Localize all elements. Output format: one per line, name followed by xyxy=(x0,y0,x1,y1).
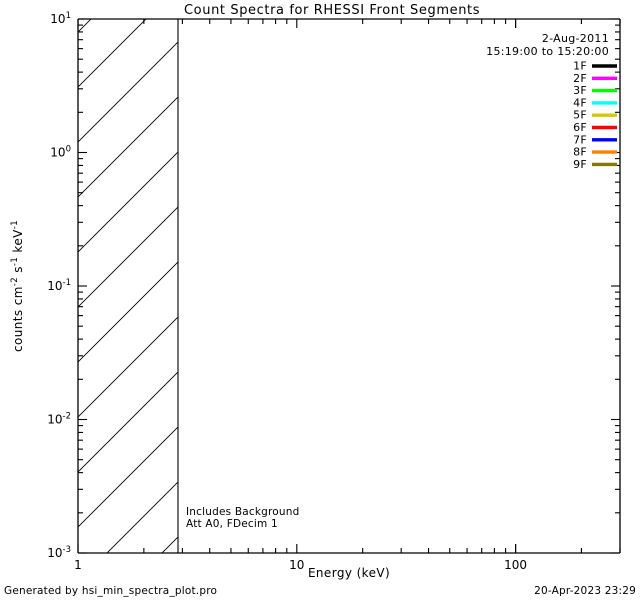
legend-item-label: 9F xyxy=(573,158,587,171)
x-axis-label: Energy (keV) xyxy=(308,566,390,580)
y-axis-label-mid: s xyxy=(11,266,25,277)
y-axis-label-exp2: -1 xyxy=(10,257,20,266)
legend-item: 9F xyxy=(573,158,617,171)
x-tick-label: 100 xyxy=(504,558,527,572)
legend-item: 1F xyxy=(573,60,617,73)
y-tick-labels: 10-3 10-2 10-1 100 101 xyxy=(47,11,71,560)
footer-timestamp: 20-Apr-2023 23:29 xyxy=(534,585,636,597)
y-tick-label: 101 xyxy=(50,11,71,26)
legend-item: 2F xyxy=(573,72,617,85)
svg-text:counts cm-2 s-1 keV-1: counts cm-2 s-1 keV-1 xyxy=(10,220,25,352)
footer-generated-by: Generated by hsi_min_spectra_plot.pro xyxy=(4,585,217,597)
x-tick-labels: 1 10 100 xyxy=(74,558,527,572)
y-axis-label-exp3: -1 xyxy=(10,220,20,229)
y-axis-label-base: counts cm xyxy=(11,286,25,352)
legend-item-label: 2F xyxy=(573,72,587,85)
legend-item: 4F xyxy=(573,96,617,109)
y-tick-label: 10-3 xyxy=(47,545,71,560)
legend-item-label: 6F xyxy=(573,121,587,134)
excluded-band-hatch xyxy=(78,19,178,553)
svg-text:10-3: 10-3 xyxy=(47,545,71,560)
legend-item: 5F xyxy=(573,109,617,122)
x-tick-label: 1 xyxy=(74,558,82,572)
legend-item-label: 1F xyxy=(573,60,587,73)
legend-item: 8F xyxy=(573,146,617,159)
legend-item-label: 8F xyxy=(573,146,587,159)
axis-ticks xyxy=(77,18,621,554)
svg-text:100: 100 xyxy=(50,145,71,160)
legend-item-label: 4F xyxy=(573,96,587,109)
y-tick-label: 10-2 xyxy=(47,412,71,427)
svg-text:10-2: 10-2 xyxy=(47,412,71,427)
attenuator-note: Att A0, FDecim 1 xyxy=(186,518,278,530)
observation-time-range: 15:19:00 to 15:20:00 xyxy=(486,45,609,58)
x-tick-label: 10 xyxy=(289,558,304,572)
legend-item: 6F xyxy=(573,121,617,134)
includes-background-note: Includes Background xyxy=(186,506,299,518)
y-axis-label: counts cm-2 s-1 keV-1 xyxy=(10,220,25,352)
legend-item-label: 5F xyxy=(573,109,587,122)
observation-date: 2-Aug-2011 xyxy=(542,32,609,45)
y-tick-label: 10-1 xyxy=(47,278,71,293)
svg-text:101: 101 xyxy=(50,11,71,26)
y-axis-label-exp1: -2 xyxy=(10,277,20,286)
y-tick-label: 100 xyxy=(50,145,71,160)
legend-item-label: 3F xyxy=(573,84,587,97)
legend-item: 3F xyxy=(573,84,617,97)
svg-text:10-1: 10-1 xyxy=(47,278,71,293)
legend-item: 7F xyxy=(573,133,617,146)
page-title: Count Spectra for RHESSI Front Segments xyxy=(184,3,480,18)
y-axis-label-mid2: keV xyxy=(11,229,25,257)
legend-item-label: 7F xyxy=(573,133,587,146)
